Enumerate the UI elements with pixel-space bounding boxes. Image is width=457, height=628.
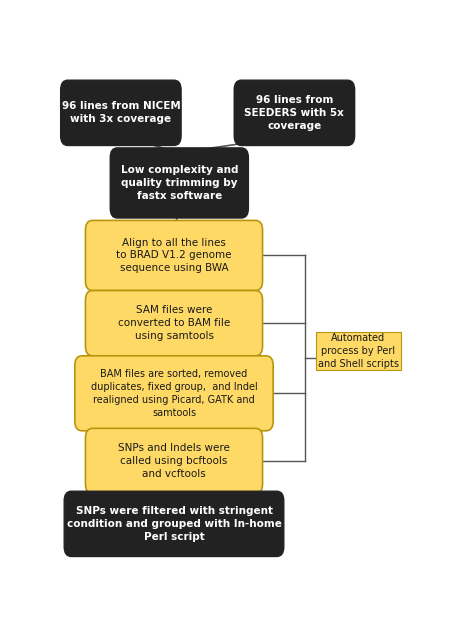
FancyBboxPatch shape — [234, 80, 355, 146]
Text: 96 lines from NICEM
with 3x coverage: 96 lines from NICEM with 3x coverage — [62, 102, 180, 124]
FancyBboxPatch shape — [85, 428, 262, 494]
FancyBboxPatch shape — [85, 291, 262, 356]
FancyBboxPatch shape — [110, 148, 249, 218]
FancyBboxPatch shape — [316, 332, 401, 371]
Text: SNPs were filtered with stringent
condition and grouped with In-home
Perl script: SNPs were filtered with stringent condit… — [67, 506, 282, 542]
Text: 96 lines from
SEEDERS with 5x
coverage: 96 lines from SEEDERS with 5x coverage — [244, 95, 345, 131]
Text: BAM files are sorted, removed
duplicates, fixed group,  and Indel
realigned usin: BAM files are sorted, removed duplicates… — [90, 369, 257, 418]
Text: Low complexity and
quality trimming by
fastx software: Low complexity and quality trimming by f… — [121, 165, 238, 201]
Text: Align to all the lines
to BRAD V1.2 genome
sequence using BWA: Align to all the lines to BRAD V1.2 geno… — [116, 237, 232, 273]
FancyBboxPatch shape — [75, 356, 273, 431]
FancyBboxPatch shape — [61, 80, 181, 146]
FancyBboxPatch shape — [64, 491, 284, 556]
FancyBboxPatch shape — [85, 220, 262, 291]
Text: SNPs and Indels were
called using bcftools
and vcftools: SNPs and Indels were called using bcftoo… — [118, 443, 230, 479]
Text: SAM files were
converted to BAM file
using samtools: SAM files were converted to BAM file usi… — [118, 305, 230, 341]
Text: Automated
process by Perl
and Shell scripts: Automated process by Perl and Shell scri… — [318, 333, 399, 369]
